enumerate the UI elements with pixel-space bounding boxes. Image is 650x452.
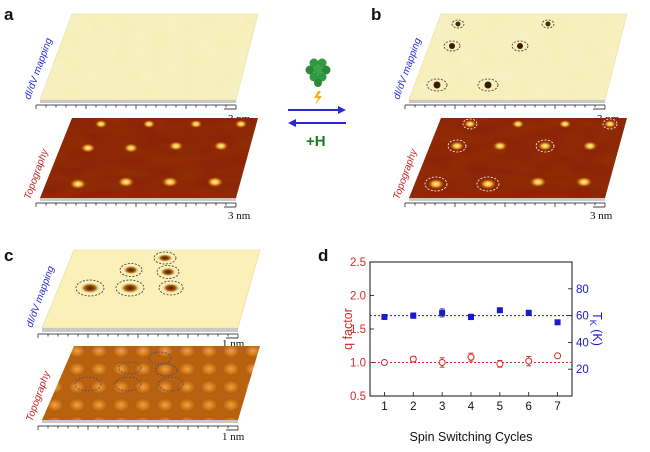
molecule-dots [70, 120, 247, 189]
topography-texture [40, 118, 258, 198]
data-point [496, 307, 503, 314]
topo-edge [409, 198, 605, 201]
topo-ruler-ticks [37, 426, 239, 430]
panel-letter-a: a [4, 5, 14, 24]
scale-bar-topo: 3 nm [590, 206, 613, 222]
left-tick-label: 1.5 [350, 324, 366, 336]
panel-letter-c: c [4, 246, 13, 265]
hydrogen-label: +H [306, 133, 326, 150]
scale-label-topo: 1 nm [222, 431, 245, 443]
right-tick-label: 20 [576, 364, 589, 376]
panel-c: c dI/dV mapping 1 nm [4, 246, 261, 443]
data-point [439, 309, 446, 316]
data-point [496, 360, 504, 368]
data-point [438, 359, 446, 366]
data-point [410, 312, 417, 319]
panel-d: d 0.5 1.0 1.5 2.0 2.5 20 40 60 80 1 2 3 4 5 6 7 q facto… [318, 246, 604, 444]
x-axis-label: Spin Switching Cycles [410, 430, 533, 444]
data-point [381, 313, 388, 320]
h-atom-cluster-icon [305, 58, 331, 87]
map-edge [42, 328, 238, 332]
left-axis-label: q factor [341, 308, 355, 350]
arrow-back-head [288, 119, 296, 127]
didv-map-texture [409, 14, 627, 100]
x-tick-label: 7 [554, 401, 560, 413]
panel-letter-d: d [318, 246, 328, 265]
data-point [554, 352, 562, 360]
map-ruler-ticks [404, 105, 606, 109]
scale-bar-topo: 3 nm [224, 206, 251, 222]
left-tick-label: 0.5 [350, 391, 366, 403]
switching-arrows: +H [288, 58, 346, 150]
data-point [468, 313, 474, 320]
panel-letter-b: b [371, 5, 381, 24]
x-tick-label: 5 [497, 401, 503, 413]
topo-edge [42, 420, 238, 423]
plot-frame [369, 261, 573, 397]
data-point [409, 355, 417, 363]
panel-b: b dI/dV mapping 3 nm [371, 5, 628, 222]
data-point [467, 353, 475, 361]
x-tick-label: 2 [410, 401, 416, 413]
map-edge [40, 100, 236, 103]
left-tick-label: 2.5 [350, 257, 366, 269]
chart: 0.5 1.0 1.5 2.0 2.5 20 40 60 80 1 2 3 4 5 6 7 [350, 257, 589, 413]
map-ruler-ticks [37, 334, 239, 338]
topography-surface [42, 346, 260, 420]
topo-ruler-ticks [35, 203, 237, 207]
topo-ruler-ticks [404, 203, 606, 207]
right-axis-label: TK (K) [588, 312, 604, 346]
scale-bar-topo: 1 nm [222, 429, 245, 443]
data-point [380, 359, 388, 366]
x-tick-label: 4 [468, 401, 475, 413]
arrow-forward-head [338, 106, 346, 114]
switched-molecule-dots [426, 19, 555, 92]
data-point [525, 357, 533, 365]
right-tick-label: 80 [576, 284, 589, 296]
map-edge [409, 100, 605, 103]
left-tick-label: 2.0 [350, 291, 366, 303]
right-tick-label: 60 [576, 311, 589, 323]
topo-edge [40, 198, 236, 201]
x-tick-label: 1 [381, 401, 387, 413]
data-point [554, 319, 561, 326]
panel-a: a dI/dV mapping 3 nm Topography [4, 5, 259, 222]
lightning-icon [314, 91, 322, 105]
map-ruler-ticks [35, 105, 237, 109]
topography-texture [409, 118, 627, 198]
data-point [525, 309, 532, 316]
molecule-outlines [74, 351, 184, 392]
molecule-dots [424, 118, 618, 192]
didv-map-surface [41, 249, 261, 329]
x-tick-label: 3 [439, 401, 445, 413]
scale-label-topo: 3 nm [228, 210, 251, 222]
switched-molecule-pits [75, 251, 184, 297]
left-tick-label: 1.0 [350, 358, 366, 370]
x-tick-label: 6 [526, 401, 532, 413]
scale-label-topo: 3 nm [590, 210, 613, 222]
right-tick-label: 40 [576, 337, 589, 349]
didv-map-texture [40, 14, 258, 100]
